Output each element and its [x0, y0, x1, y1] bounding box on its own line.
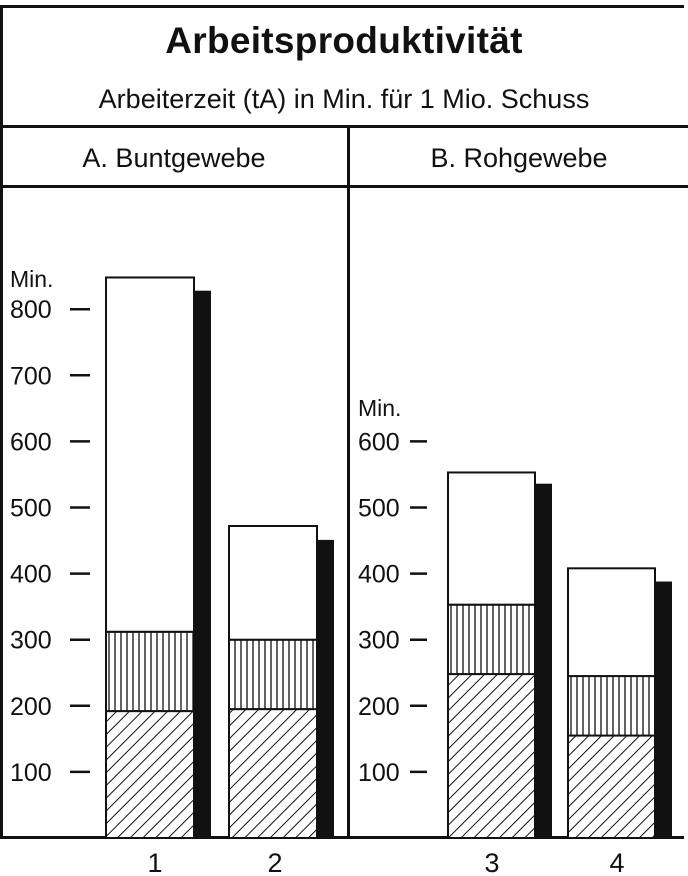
y-tick-label: 500	[358, 495, 400, 523]
dark-bar	[194, 290, 211, 838]
bar-segment-diagonal-hatch	[447, 673, 536, 840]
chart-title: Arbeitsproduktivität	[165, 20, 523, 61]
x-tick-label: 2	[267, 848, 282, 876]
dark-bar	[535, 483, 552, 838]
y-tick-label: 200	[10, 693, 52, 721]
chart-subtitle: Arbeiterzeit (tA) in Min. für 1 Mio. Sch…	[98, 84, 590, 114]
bar-segment-vertical-hatch	[447, 603, 536, 676]
y-tick-label: 300	[358, 627, 400, 655]
y-axis-label: Min.	[10, 266, 53, 292]
y-tick-label: 100	[10, 759, 52, 787]
bar-segment-blank	[447, 471, 536, 606]
y-tick-label: 600	[358, 428, 400, 456]
bar-segment-blank	[228, 525, 318, 641]
y-tick-label: 200	[358, 693, 400, 721]
panel-title-right: B. Rohgewebe	[430, 143, 608, 173]
bar-segment-diagonal-hatch	[228, 708, 318, 839]
bar-segment-vertical-hatch	[228, 638, 318, 711]
panel-divider	[347, 127, 350, 839]
x-tick-label: 3	[484, 848, 499, 876]
y-tick-label: 500	[10, 495, 52, 523]
panel-title-divider	[0, 185, 688, 188]
header-divider	[0, 125, 688, 128]
dark-bar	[655, 581, 672, 838]
panel-title-left: A. Buntgewebe	[82, 143, 266, 173]
x-tick-label: 1	[147, 848, 162, 876]
bar-segment-vertical-hatch	[567, 675, 656, 737]
bar-segment-blank	[567, 567, 656, 678]
y-tick-label: 400	[10, 561, 52, 589]
bar-segment-vertical-hatch	[105, 630, 195, 713]
dark-bar	[317, 539, 334, 838]
chart-frame	[0, 5, 684, 839]
y-tick-label: 100	[358, 759, 400, 787]
y-tick-label: 700	[10, 362, 52, 390]
y-tick-label: 400	[358, 561, 400, 589]
bar-segment-diagonal-hatch	[105, 710, 195, 840]
y-axis-label: Min.	[358, 395, 401, 421]
x-tick-label: 4	[609, 848, 624, 876]
bar-segment-diagonal-hatch	[567, 734, 656, 839]
y-tick-label: 800	[10, 296, 52, 324]
bar-segment-blank	[105, 276, 195, 633]
y-tick-label: 300	[10, 627, 52, 655]
y-tick-label: 600	[10, 428, 52, 456]
